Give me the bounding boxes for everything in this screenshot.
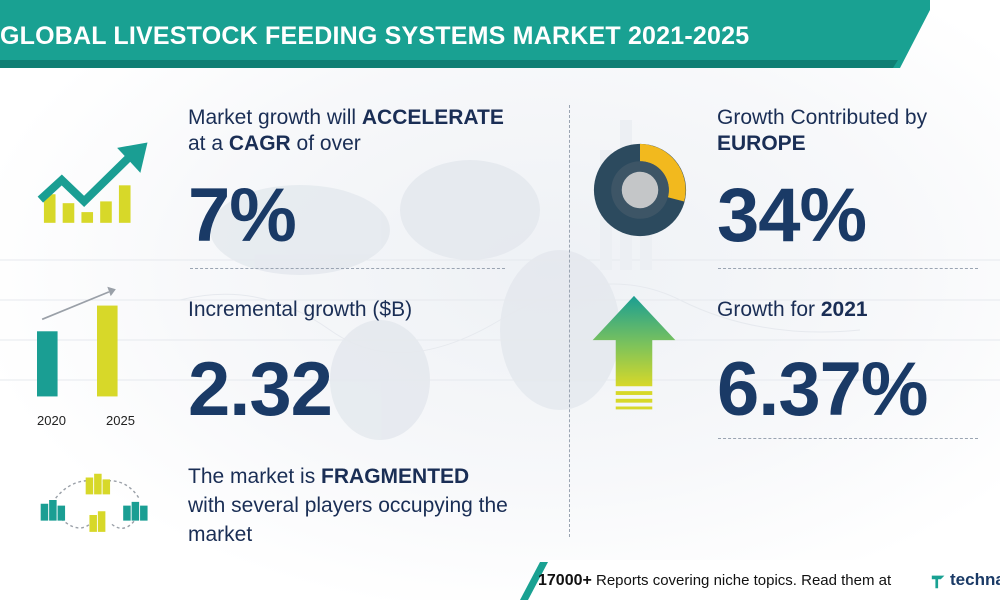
- year-start-label: 2020: [37, 413, 66, 428]
- growth-chart-icon: [37, 142, 148, 223]
- cagr-line1-prefix: Market growth will: [188, 106, 362, 129]
- region-name: EUROPE: [717, 132, 806, 155]
- yoy-label-prefix: Growth for: [717, 298, 821, 321]
- up-arrow-icon: [592, 295, 676, 410]
- cagr-line2-prefix: at a: [188, 132, 229, 155]
- page-title: GLOBAL LIVESTOCK FEEDING SYSTEMS MARKET …: [0, 22, 750, 50]
- incremental-bars-icon: [37, 286, 118, 397]
- yoy-label: Growth for 2021: [717, 298, 868, 322]
- buildings-network-icon: [40, 473, 148, 532]
- cagr-value: 7%: [188, 173, 297, 258]
- technavio-logo-icon: [931, 575, 945, 589]
- fragmented-line1: The market is FRAGMENTED: [188, 465, 469, 489]
- region-line1: Growth Contributed by: [717, 106, 928, 129]
- divider-left-1: [190, 268, 505, 269]
- incremental-label: Incremental growth ($B): [188, 298, 413, 321]
- donut-chart-icon: [593, 143, 687, 237]
- region-emph: EUROPE: [717, 132, 806, 156]
- header-banner: [0, 0, 1000, 68]
- yoy-year: 2021: [820, 298, 868, 321]
- fragmented-line2: with several players occupying the: [188, 494, 508, 517]
- vertical-divider: [569, 105, 570, 537]
- footer-caption: Reports covering niche topics. Read them…: [591, 572, 892, 589]
- fragmented-line3: market: [188, 523, 253, 546]
- incremental-value: 2.32: [188, 347, 333, 432]
- cagr-line2-suffix: of over: [290, 132, 361, 155]
- divider-right-1: [718, 268, 978, 269]
- footer-brand: technav: [950, 570, 1000, 589]
- region-value: 34%: [717, 173, 867, 258]
- yoy-value: 6.37%: [717, 347, 928, 432]
- fragmented-line1-prefix: The market is: [188, 465, 322, 488]
- cagr-line2: at a CAGR of over: [188, 132, 361, 156]
- year-end-label: 2025: [106, 413, 135, 428]
- divider-right-2: [718, 438, 978, 439]
- cagr-line1: Market growth will ACCELERATE: [188, 106, 504, 130]
- cagr-line2-emph: CAGR: [228, 132, 291, 155]
- fragmented-line1-emph: FRAGMENTED: [321, 465, 470, 488]
- cagr-line1-emph: ACCELERATE: [361, 106, 504, 129]
- footer-count: 17000+: [538, 572, 592, 589]
- footer-text: 17000+ Reports covering niche topics. Re…: [538, 572, 891, 590]
